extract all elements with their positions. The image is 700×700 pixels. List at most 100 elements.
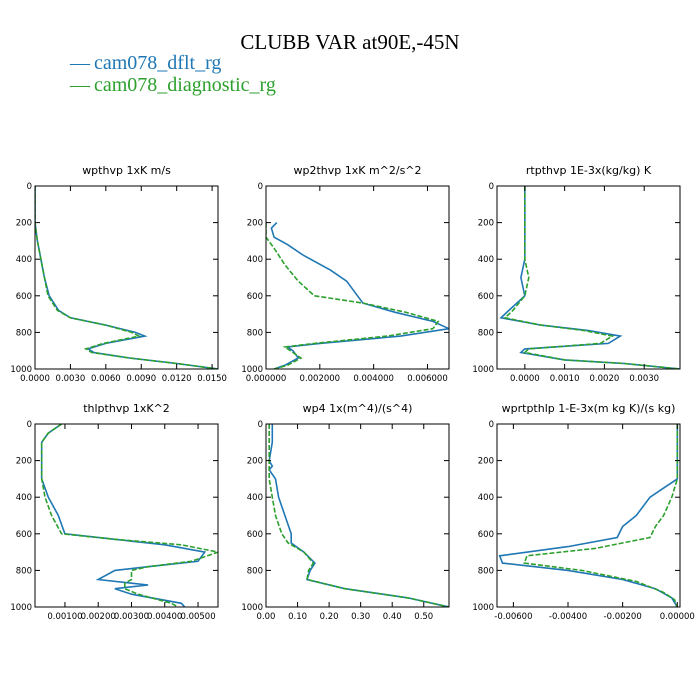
panel-4: thlpthvp 1xK^2 0 200 400 600 800 1000 0.00100 0.…	[10, 402, 219, 622]
y-tick-label: 600	[16, 292, 32, 302]
figure-title: CLUBB VAR at90E,-45N	[240, 30, 460, 54]
panel-title: thlpthvp 1xK^2	[83, 402, 170, 415]
y-tick-label: 1000	[241, 365, 263, 375]
x-tick-label: 0.0150	[197, 374, 227, 384]
x-tick-label: 0.0030	[629, 374, 659, 384]
plot-frame	[265, 423, 450, 608]
x-tick-label: 0.00500	[180, 612, 215, 622]
series-line-diagnostic	[503, 186, 680, 369]
legend-line-icon: —	[70, 74, 90, 96]
y-tick-label: 400	[247, 493, 263, 503]
x-tick-label: 0.002000	[300, 374, 341, 384]
x-tick-label: -0.00200	[604, 612, 642, 622]
y-tick-label: 0	[258, 182, 263, 192]
series-line-dflt	[35, 186, 218, 369]
y-tick-label: 800	[16, 328, 32, 338]
x-tick-label: 0.0000	[20, 374, 50, 384]
y-tick-label: 800	[478, 328, 494, 338]
y-tick-label: 400	[16, 255, 32, 265]
y-tick-label: 600	[247, 292, 263, 302]
x-tick-label: 0.30	[351, 612, 370, 622]
plot-frame	[34, 423, 219, 608]
panel-3: rtpthvp 1E-3x(kg/kg) K 0 200 400 600 800 1000 0…	[472, 164, 681, 384]
y-tick-label: 0	[489, 420, 494, 430]
x-tick-label: 0.0000	[510, 374, 540, 384]
panel-title: wprtpthlp 1-E-3x(m kg K)/(s kg)	[502, 402, 676, 415]
y-tick-label: 800	[247, 566, 263, 576]
x-tick-label: 0.004000	[353, 374, 394, 384]
x-tick-label: 0.000000	[246, 374, 287, 384]
legend-label-dflt: cam078_dflt_rg	[94, 52, 222, 74]
y-tick-label: 0	[258, 420, 263, 430]
y-tick-label: 600	[247, 530, 263, 540]
y-tick-label: 600	[16, 530, 32, 540]
x-tick-label: 0.0120	[162, 374, 192, 384]
series-line-diagnostic	[523, 424, 679, 607]
x-tick-label: 0.20	[320, 612, 339, 622]
x-tick-label: 0.00400	[147, 612, 182, 622]
y-tick-label: 800	[247, 328, 263, 338]
x-tick-label: -0.00400	[549, 612, 587, 622]
y-tick-label: 200	[247, 219, 263, 229]
y-tick-label: 400	[247, 255, 263, 265]
series-line-dflt	[268, 424, 449, 607]
legend-label-diagnostic: cam078_diagnostic_rg	[94, 74, 276, 96]
y-tick-label: 1000	[241, 603, 263, 613]
y-tick-label: 200	[247, 457, 263, 467]
y-tick-label: 0	[27, 420, 32, 430]
x-tick-label: 0.00100	[47, 612, 82, 622]
legend-item-diagnostic: — cam078_diagnostic_rg	[70, 74, 276, 97]
x-tick-label: 0.00000	[660, 612, 695, 622]
y-tick-label: 800	[478, 566, 494, 576]
x-tick-label: 0.0010	[550, 374, 580, 384]
panel-2: wp2thvp 1xK m^2/s^2020040060080010000.00…	[241, 164, 450, 384]
y-tick-label: 0	[489, 182, 494, 192]
x-tick-label: 0.0090	[126, 374, 156, 384]
x-tick-label: 0.00	[257, 612, 276, 622]
series-line-diagnostic	[268, 424, 449, 607]
y-tick-label: 200	[478, 457, 494, 467]
x-tick-label: 0.0020	[590, 374, 620, 384]
y-tick-label: 1000	[472, 603, 494, 613]
x-tick-label: 0.0030	[56, 374, 86, 384]
series-line-diagnostic	[40, 424, 218, 607]
plot-frame	[496, 185, 681, 370]
series-line-diagnostic	[35, 186, 218, 369]
panel-title: wp2thvp 1xK m^2/s^2	[293, 164, 421, 177]
y-tick-label: 1000	[10, 365, 32, 375]
y-tick-label: 600	[478, 292, 494, 302]
series-line-diagnostic	[266, 222, 440, 369]
x-tick-label: -0.00600	[494, 612, 532, 622]
x-tick-label: 0.006000	[407, 374, 448, 384]
series-line-dflt	[40, 424, 207, 607]
y-tick-label: 0	[27, 182, 32, 192]
legend-item-dflt: — cam078_dflt_rg	[70, 52, 221, 75]
y-tick-label: 800	[16, 566, 32, 576]
series-line-dflt	[499, 186, 680, 369]
legend-line-icon: —	[70, 52, 90, 74]
plot-frame	[265, 185, 450, 370]
x-tick-label: 0.40	[383, 612, 402, 622]
x-tick-label: 0.0060	[91, 374, 121, 384]
y-tick-label: 600	[478, 530, 494, 540]
x-tick-label: 0.10	[288, 612, 307, 622]
y-tick-label: 200	[16, 219, 32, 229]
plot-frame	[34, 185, 219, 370]
x-tick-label: 0.50	[414, 612, 433, 622]
series-line-dflt	[270, 222, 449, 369]
y-tick-label: 400	[16, 493, 32, 503]
panel-title: wpthvp 1xK m/s	[82, 164, 171, 177]
panel-title: wp4 1x(m^4)/(s^4)	[303, 402, 413, 415]
panel-title: rtpthvp 1E-3x(kg/kg) K	[526, 164, 652, 177]
series-line-dflt	[498, 424, 679, 607]
plot-frame	[496, 423, 681, 608]
y-tick-label: 200	[16, 457, 32, 467]
y-tick-label: 1000	[10, 603, 32, 613]
panel-6: wprtpthlp 1-E-3x(m kg K)/(s kg) 0 200 400 60…	[472, 402, 694, 622]
y-tick-label: 400	[478, 255, 494, 265]
y-tick-label: 200	[478, 219, 494, 229]
x-tick-label: 0.00300	[114, 612, 149, 622]
